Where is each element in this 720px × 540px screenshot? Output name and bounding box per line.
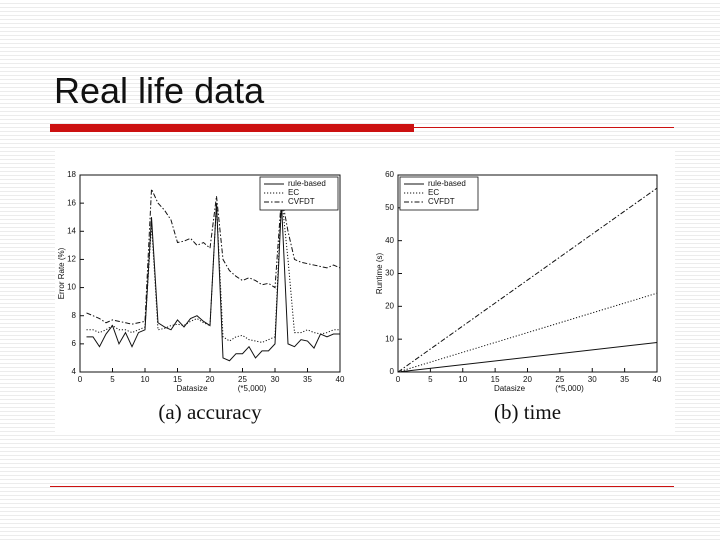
legend-label: rule-based — [428, 179, 466, 188]
y-tick-label: 30 — [385, 269, 394, 278]
x-tick-label: 15 — [173, 375, 182, 384]
y-tick-label: 50 — [385, 203, 394, 212]
x-tick-label: 30 — [588, 375, 597, 384]
x-axis-label: Datasize — [176, 384, 208, 393]
series-line — [397, 187, 658, 373]
x-tick-label: 0 — [78, 375, 83, 384]
y-axis-label: Runtime (s) — [375, 252, 384, 294]
caption: (b) time — [494, 400, 561, 424]
x-tick-label: 35 — [620, 375, 629, 384]
legend-box — [259, 176, 339, 211]
x-tick-label: 25 — [555, 375, 564, 384]
legend-label: EC — [288, 188, 299, 197]
x-tick-label: 40 — [336, 375, 345, 384]
x-tick-label: 30 — [271, 375, 280, 384]
x-axis-note: (*5,000) — [238, 384, 267, 393]
title-rule — [414, 127, 674, 128]
x-tick-label: 35 — [303, 375, 312, 384]
y-tick-label: 4 — [72, 367, 77, 376]
x-axis-note: (*5,000) — [555, 384, 584, 393]
y-tick-label: 18 — [67, 170, 76, 179]
y-tick-label: 6 — [72, 339, 77, 348]
footer-rule — [50, 486, 674, 487]
x-tick-label: 20 — [206, 375, 215, 384]
legend-label: rule-based — [288, 179, 326, 188]
y-tick-label: 10 — [67, 283, 76, 292]
y-tick-label: 0 — [390, 367, 395, 376]
x-tick-label: 40 — [653, 375, 662, 384]
x-tick-label: 5 — [428, 375, 433, 384]
legend-label: CVFDT — [428, 197, 455, 206]
series-line — [86, 196, 340, 343]
x-tick-label: 10 — [458, 375, 467, 384]
y-tick-label: 14 — [67, 226, 76, 235]
x-tick-label: 5 — [110, 375, 115, 384]
y-axis-label: Error Rate (%) — [57, 247, 66, 299]
x-tick-label: 0 — [396, 375, 401, 384]
x-tick-label: 25 — [238, 375, 247, 384]
figure-background — [55, 150, 675, 432]
legend-label: EC — [428, 188, 439, 197]
y-tick-label: 10 — [385, 334, 394, 343]
x-axis-label: Datasize — [494, 384, 526, 393]
caption: (a) accuracy — [158, 400, 262, 424]
title-bar — [50, 124, 414, 132]
y-tick-label: 20 — [385, 301, 394, 310]
series-line — [397, 341, 658, 373]
y-tick-label: 8 — [72, 311, 77, 320]
slide-title: Real life data — [54, 70, 265, 111]
series-line — [397, 292, 658, 373]
y-tick-label: 40 — [385, 236, 394, 245]
x-tick-label: 15 — [491, 375, 500, 384]
y-tick-label: 60 — [385, 170, 394, 179]
x-tick-label: 20 — [523, 375, 532, 384]
y-tick-label: 12 — [67, 255, 76, 264]
series-line — [86, 188, 341, 325]
legend-label: CVFDT — [288, 197, 315, 206]
y-tick-label: 16 — [67, 198, 76, 207]
x-tick-label: 10 — [141, 375, 150, 384]
